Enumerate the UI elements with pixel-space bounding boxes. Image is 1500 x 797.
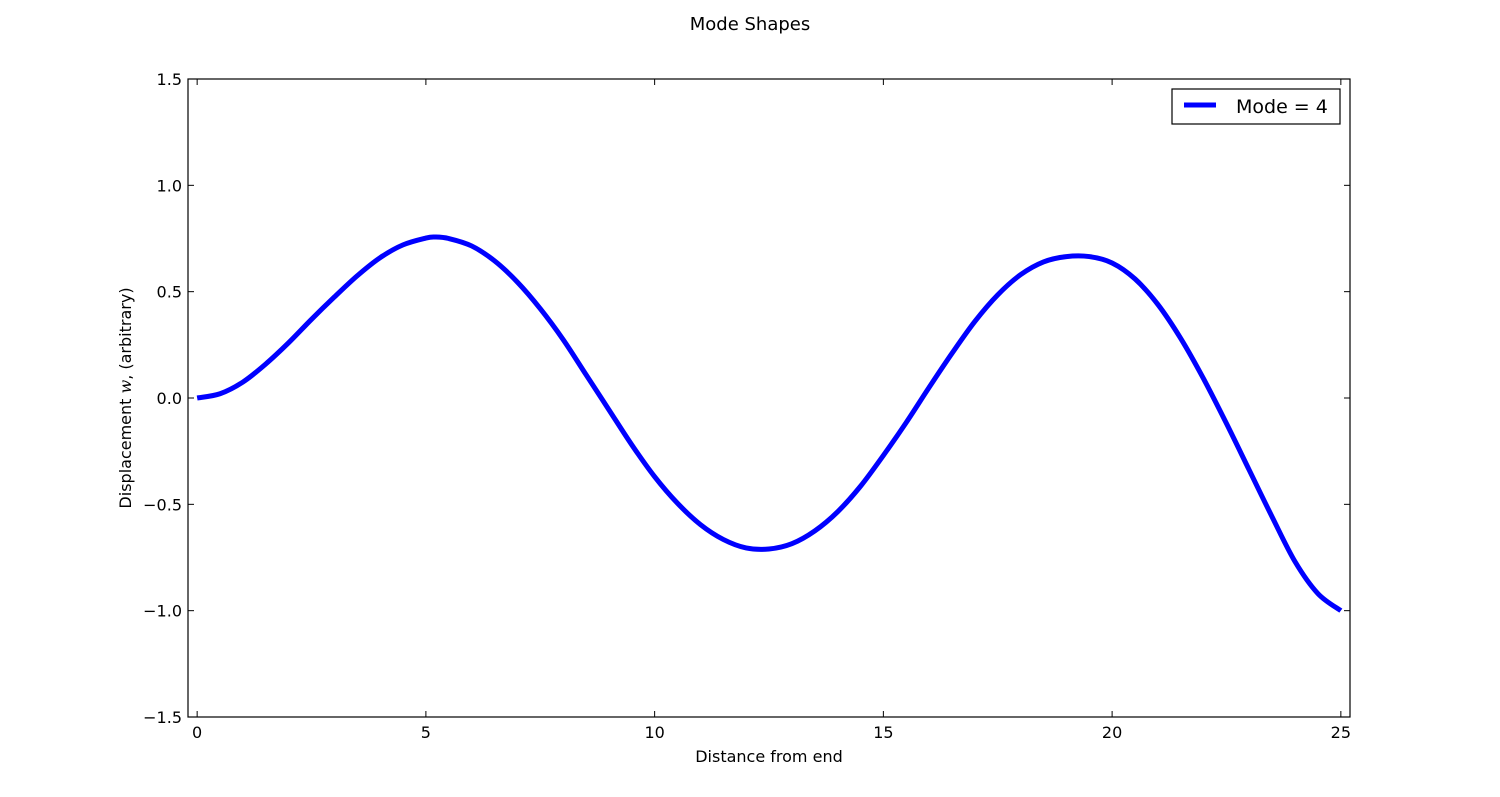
x-axis-ticks: 0 5 10 15 20 25 [192,79,1351,742]
x-tick-label: 15 [873,723,893,742]
plot-area-frame [187,78,1351,718]
y-tick-label: −1.0 [143,602,182,621]
y-tick-label: 1.5 [157,70,182,89]
series-line-mode-4 [196,234,1343,613]
x-tick-label: 10 [644,723,664,742]
x-axis-label: Distance from end [695,747,843,766]
y-axis-label-suffix: , (arbitrary) [116,287,135,379]
y-axis-ticks: 1.5 1.0 0.5 0.0 −0.5 −1.0 −1.5 [143,70,1350,727]
series-layer [196,234,1343,613]
y-axis-label: Displacement w, (arbitrary) [116,287,135,508]
x-tick-label: 25 [1331,723,1351,742]
y-tick-label: 1.0 [157,176,182,195]
y-tick-label: −0.5 [143,495,182,514]
y-tick-label: 0.0 [157,389,182,408]
x-tick-label: 0 [192,723,202,742]
y-tick-label: −1.5 [143,708,182,727]
legend-label-mode-4: Mode = 4 [1236,96,1328,118]
y-axis-label-variable: w [116,379,135,393]
y-axis-label-prefix: Displacement [116,393,135,508]
x-tick-label: 20 [1102,723,1122,742]
legend: Mode = 4 [1171,88,1341,125]
chart-title: Mode Shapes [690,14,811,35]
x-tick-label: 5 [421,723,431,742]
y-tick-label: 0.5 [157,283,182,302]
